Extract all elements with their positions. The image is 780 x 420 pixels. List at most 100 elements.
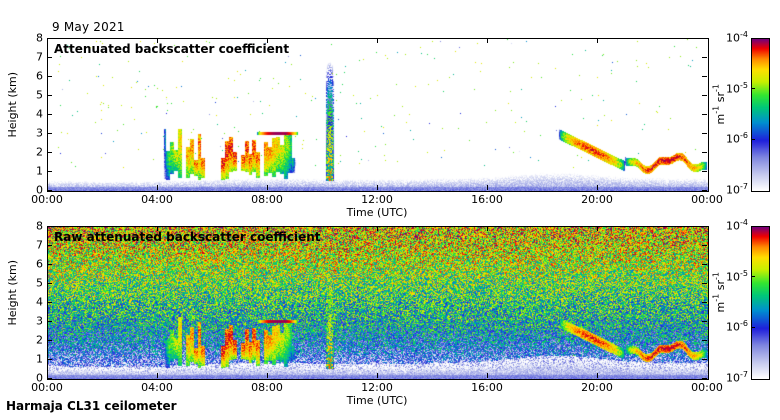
panel0-xtickmark (377, 185, 378, 190)
panel0-ytickmark (47, 132, 52, 134)
colorbar0-tickmark (751, 88, 755, 90)
panel1-ytickmark (47, 377, 52, 379)
panel0-ytickmark (702, 56, 707, 58)
panel1-xtick-5: 20:00 (581, 381, 613, 394)
panel1-xtickmark (487, 373, 488, 378)
panel0-ytick-0: 0 (36, 183, 43, 197)
panel-title-attenuated: Attenuated backscatter coefficient (54, 42, 290, 56)
panel0-ytickmark (702, 75, 707, 77)
panel0-xtick-2: 08:00 (251, 193, 283, 206)
colorbar1-tick--6: 10-6 (726, 319, 748, 334)
panel0-ytickmark (702, 94, 707, 96)
panel1-xlabel: Time (UTC) (346, 394, 408, 407)
panel0-xtick-5: 20:00 (581, 193, 613, 206)
instrument-label: Harmaja CL31 ceilometer (6, 399, 177, 413)
date-title: 9 May 2021 (52, 20, 125, 34)
panel0-xtickmark (377, 38, 378, 43)
panel1-ytickmark (47, 263, 52, 265)
panel1-ytickmark (702, 301, 707, 303)
panel1-ytickmark (702, 339, 707, 341)
panel1-ytickmark (47, 358, 52, 360)
panel1-xtick-6: 00:00 (691, 381, 723, 394)
panel1-xtickmark (267, 373, 268, 378)
panel1-xtick-4: 16:00 (471, 381, 503, 394)
cb1-unit-exp1: -1 (711, 293, 721, 302)
colorbar-panel0 (751, 38, 770, 192)
panel1-xtickmark (597, 226, 598, 231)
panel1-ytickmark (702, 263, 707, 265)
panel0-xtick-1: 04:00 (141, 193, 173, 206)
panel0-xtickmark (597, 185, 598, 190)
cb1-unit-m: m (714, 301, 727, 313)
panel1-ytickmark (47, 282, 52, 284)
panel0-ytickmark (702, 151, 707, 153)
colorbar1-tick--4: 10-4 (726, 217, 748, 233)
colorbar0-tick--7: 10-7 (726, 181, 748, 197)
cb0-unit-m: m (714, 113, 727, 125)
panel0-ytick-1: 1 (36, 164, 43, 178)
panel-title-raw: Raw attenuated backscatter coefficient (54, 230, 321, 244)
panel1-xtickmark (157, 373, 158, 378)
panel-attenuated-backscatter: Attenuated backscatter coefficient (47, 38, 709, 192)
panel1-ytick-6: 6 (36, 257, 43, 271)
panel1-ytick-8: 8 (36, 219, 43, 233)
colorbar0-tick--6: 10-6 (726, 131, 748, 146)
panel0-xtickmark (487, 185, 488, 190)
panel1-ytickmark (702, 282, 707, 284)
panel0-ytick-6: 6 (36, 69, 43, 83)
panel0-ytickmark (702, 37, 707, 39)
panel1-ytickmark (47, 320, 52, 322)
panel1-ytickmark (702, 244, 707, 246)
panel0-xtick-6: 00:00 (691, 193, 723, 206)
panel1-xtick-3: 12:00 (361, 381, 393, 394)
panel0-ytickmark (702, 170, 707, 172)
panel0-ytickmark (702, 113, 707, 115)
panel1-ylabel: Height (km) (6, 260, 19, 326)
panel0-ytickmark (702, 132, 707, 134)
panel0-ytick-3: 3 (36, 126, 43, 140)
panel0-xtick-3: 12:00 (361, 193, 393, 206)
panel1-ytickmark (47, 301, 52, 303)
panel1-ytick-1: 1 (36, 352, 43, 366)
colorbar0-tick--5: 10-5 (726, 80, 748, 96)
panel0-xtickmark (267, 38, 268, 43)
panel0-xtickmark (157, 185, 158, 190)
cb0-unit-exp1: -1 (711, 105, 721, 114)
colorbar1-tick--5: 10-5 (726, 268, 748, 284)
panel0-ytickmark (47, 189, 52, 191)
panel1-xtickmark (377, 226, 378, 231)
panel1-ytick-4: 4 (36, 295, 43, 309)
panel1-xtickmark (377, 373, 378, 378)
panel1-ytickmark (47, 244, 52, 246)
panel1-xtick-1: 04:00 (141, 381, 173, 394)
panel1-xtickmark (157, 226, 158, 231)
panel1-ytickmark (702, 320, 707, 322)
panel0-ytick-7: 7 (36, 50, 43, 64)
panel1-xtickmark (597, 373, 598, 378)
panel-raw-attenuated-backscatter: Raw attenuated backscatter coefficient (47, 226, 709, 380)
colorbar1-tickmark (751, 276, 755, 278)
panel0-ytick-4: 4 (36, 107, 43, 121)
panel1-ytick-7: 7 (36, 238, 43, 252)
panel1-ytick-5: 5 (36, 276, 43, 290)
panel0-xtick-4: 16:00 (471, 193, 503, 206)
panel0-ytickmark (47, 151, 52, 153)
panel0-ytick-8: 8 (36, 31, 43, 45)
colorbar1-tickmark (751, 326, 755, 328)
panel0-ytickmark (47, 170, 52, 172)
panel0-xtickmark (597, 38, 598, 43)
panel0-ytickmark (47, 56, 52, 58)
colorbar0-tick--4: 10-4 (726, 29, 748, 45)
panel1-ytickmark (702, 225, 707, 227)
panel1-ytickmark (47, 339, 52, 341)
panel0-xlabel: Time (UTC) (346, 206, 408, 219)
panel0-ytick-5: 5 (36, 88, 43, 102)
panel0-ytickmark (47, 94, 52, 96)
panel1-ytick-0: 0 (36, 371, 43, 385)
panel1-ytick-3: 3 (36, 314, 43, 328)
panel1-ytickmark (702, 377, 707, 379)
panel1-ytick-2: 2 (36, 333, 43, 347)
colorbar1-tick--7: 10-7 (726, 369, 748, 385)
panel0-xtickmark (157, 38, 158, 43)
panel0-xtickmark (267, 185, 268, 190)
